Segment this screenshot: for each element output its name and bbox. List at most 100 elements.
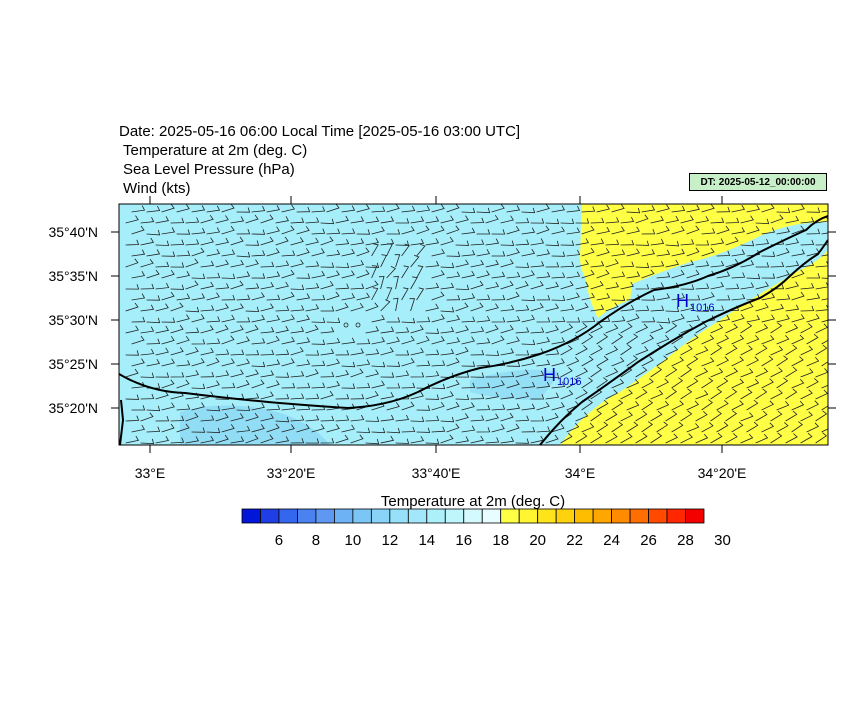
wind-barb [605, 302, 619, 312]
wind-barb [545, 281, 559, 290]
wind-barb [125, 302, 139, 312]
wind-barb [695, 260, 710, 268]
wind-barb [491, 335, 505, 345]
wind-barb [530, 416, 545, 422]
wind-barb [356, 269, 370, 279]
wind-barb [485, 371, 500, 378]
wind-barb [701, 292, 715, 301]
wind-barb [485, 324, 499, 334]
wind-barb [311, 206, 326, 213]
wind-barb [815, 432, 828, 444]
longitude-tick-label: 34°20'E [698, 465, 747, 481]
wind-barb [146, 358, 161, 367]
wind-barb [785, 260, 800, 268]
wind-barb [281, 358, 295, 367]
wind-barb [191, 293, 206, 301]
wind-barb [641, 421, 653, 433]
wind-barb [470, 349, 485, 356]
coastline-west [119, 399, 125, 445]
wind-barb [176, 314, 190, 323]
wind-barb [281, 403, 296, 411]
wind-barb [770, 261, 785, 268]
wind-barb [440, 306, 455, 313]
wind-barb [296, 423, 310, 433]
wind-barb [485, 238, 500, 246]
wind-barb [500, 436, 515, 444]
wind-barb [446, 401, 460, 411]
wind-barb [221, 382, 236, 389]
wind-barb [551, 423, 565, 433]
variable-pressure-label: Sea Level Pressure (hPa) [123, 161, 295, 178]
wind-barb [605, 282, 620, 290]
wind-barb [260, 281, 275, 290]
wind-barb [260, 391, 274, 400]
wind-barb [716, 421, 729, 433]
wind-barb [461, 402, 475, 411]
wind-barb [320, 327, 335, 334]
longitude-axis: 33°E 33°20'E 33°40'E 34°E 34°20'E [135, 196, 747, 481]
calm-wind-marker [343, 322, 349, 328]
wind-barb [821, 361, 828, 367]
wind-barb [521, 295, 536, 302]
wind-barb [335, 239, 350, 246]
wind-barb [146, 426, 161, 433]
wind-barb [740, 282, 755, 290]
wind-barb [575, 367, 588, 378]
wind-barb [260, 434, 274, 444]
wind-barb [410, 254, 420, 268]
wind-barb [476, 404, 491, 411]
latitude-tick-label: 35°30'N [48, 312, 98, 328]
wind-barb [176, 270, 191, 279]
wind-barb [356, 338, 371, 345]
wind-barb [725, 433, 738, 444]
wind-barb [425, 216, 440, 224]
wind-barb [401, 243, 410, 257]
wind-barb [260, 413, 274, 422]
wind-barb [560, 304, 575, 312]
wind-barb [440, 348, 455, 356]
wind-barb [251, 292, 265, 301]
wind-barb [755, 388, 768, 400]
wind-barb [365, 348, 380, 356]
wind-barb [665, 259, 680, 268]
wind-barb [611, 357, 625, 367]
wind-barb [296, 337, 311, 345]
wind-barb [446, 204, 460, 213]
wind-barb [785, 323, 799, 334]
wind-barb [446, 357, 460, 367]
wind-barb [440, 416, 455, 423]
wind-barb [611, 378, 625, 389]
wind-barb [686, 204, 700, 213]
wind-barb [155, 303, 169, 312]
wind-barb [821, 339, 828, 345]
wind-barb [740, 368, 754, 378]
wind-barb [635, 323, 649, 334]
wind-barb [806, 228, 821, 235]
wind-barb [791, 249, 806, 257]
wind-barb [206, 405, 221, 412]
wind-barb [806, 293, 821, 301]
wind-barb [401, 317, 416, 324]
wind-barb [566, 205, 581, 213]
colorbar-cell [592, 508, 612, 524]
wind-barb [206, 427, 221, 434]
wind-barb [371, 206, 386, 213]
latitude-axis: 35°40'N 35°35'N 35°30'N 35°25'N 35°20'N [48, 224, 836, 416]
wind-barb [281, 314, 295, 323]
wind-barb [470, 435, 484, 444]
wind-barb [290, 371, 305, 378]
wind-barb [710, 432, 723, 444]
wind-barb [686, 225, 700, 235]
colorbar-label: 12 [381, 532, 398, 549]
wind-barb [409, 298, 416, 312]
wind-barb [155, 261, 170, 268]
colorbar-label: 10 [345, 532, 362, 549]
wind-barb [611, 249, 626, 257]
wind-barb [416, 225, 430, 235]
wind-barb [806, 400, 819, 411]
wind-barb [371, 380, 385, 389]
wind-barb [821, 405, 828, 411]
wind-barb [731, 334, 745, 345]
wind-barb [305, 350, 320, 356]
wind-barb [521, 339, 536, 346]
